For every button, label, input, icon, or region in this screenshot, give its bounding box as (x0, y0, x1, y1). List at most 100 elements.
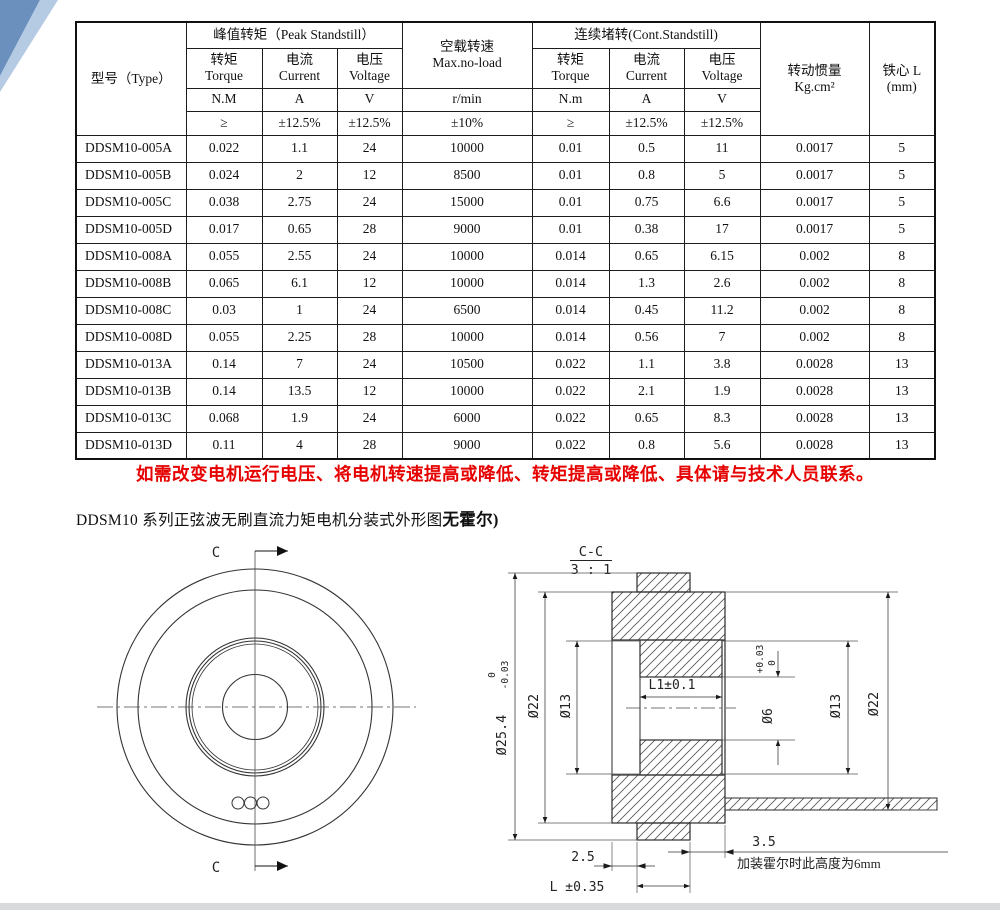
header-cont-current: 电流 Current (608, 47, 685, 89)
dim-label-L: L ±0.35 (550, 880, 605, 895)
value-cell: 0.75 (608, 188, 685, 217)
value-cell: 5.6 (683, 431, 761, 460)
dim-label-25: 2.5 (571, 850, 594, 865)
table-row: DDSM10-008A 0.055 2.55 24 10000 0.014 0.65 6.15… (75, 242, 936, 271)
technical-drawing: C C C-C 3 : 1 (97, 544, 948, 895)
header-inertia: 转动惯量 Kg.cm² (759, 21, 870, 136)
value-cell: 1.9 (261, 404, 338, 433)
value-cell: 10000 (401, 269, 533, 298)
value-cell: 28 (336, 323, 403, 352)
value-cell: 0.022 (531, 377, 610, 406)
tolerance-cell: ±12.5% (683, 110, 761, 136)
value-cell: 15000 (401, 188, 533, 217)
cut-letter-top: C (212, 545, 220, 561)
model-cell: DDSM10-008C (75, 296, 187, 325)
value-cell: 0.0017 (759, 188, 870, 217)
cut-letter-bottom: C (212, 860, 220, 876)
value-cell: 1.3 (608, 269, 685, 298)
value-cell: 0.038 (185, 188, 263, 217)
header-peak-voltage: 电压 Voltage (336, 47, 403, 89)
value-cell: 10000 (401, 377, 533, 406)
value-cell: 8 (868, 323, 936, 352)
value-cell: 0.055 (185, 323, 263, 352)
drawing-title-bold: 无霍尔) (442, 510, 499, 529)
table-row: DDSM10-013C 0.068 1.9 24 6000 0.022 0.65 8.3 0.0… (75, 404, 936, 433)
value-cell: 24 (336, 404, 403, 433)
value-cell: 24 (336, 242, 403, 271)
value-cell: 0.002 (759, 323, 870, 352)
model-cell: DDSM10-008D (75, 323, 187, 352)
model-cell: DDSM10-005D (75, 215, 187, 244)
unit-cell: N.M (185, 87, 263, 112)
value-cell: 6.6 (683, 188, 761, 217)
value-cell: 13 (868, 404, 936, 433)
top-boss (636, 572, 691, 593)
value-cell: 12 (336, 377, 403, 406)
lead-hole-1 (231, 796, 245, 810)
value-cell: 0.5 (608, 134, 685, 163)
table-row: DDSM10-005A 0.022 1.1 24 10000 0.01 0.5 11 0.001… (75, 134, 936, 163)
value-cell: 0.014 (531, 296, 610, 325)
value-cell: 0.8 (608, 431, 685, 460)
model-cell: DDSM10-013C (75, 404, 187, 433)
section-scale-label: 3 : 1 (571, 562, 612, 578)
value-cell: 0.017 (185, 215, 263, 244)
value-cell: 0.65 (608, 404, 685, 433)
value-cell: 0.055 (185, 242, 263, 271)
table-row: DDSM10-008B 0.065 6.1 12 10000 0.014 1.3 2.6 0.0… (75, 269, 936, 298)
value-cell: 0.01 (531, 215, 610, 244)
value-cell: 10500 (401, 350, 533, 379)
hall-height-note: 加装霍尔时此高度为6mm (737, 856, 881, 871)
header-peak-current: 电流 Current (261, 47, 338, 89)
unit-cell: N.m (531, 87, 610, 112)
model-cell: DDSM10-005A (75, 134, 187, 163)
value-cell: 5 (868, 161, 936, 190)
value-cell: 5 (868, 188, 936, 217)
header-cont-voltage: 电压 Voltage (683, 47, 761, 89)
value-cell: 0.068 (185, 404, 263, 433)
value-cell: 1.1 (608, 350, 685, 379)
dia6-tol-lower: 0 (767, 660, 778, 666)
table-row: DDSM10-005B 0.024 2 12 8500 0.01 0.8 5 0.0017 5 (75, 161, 936, 190)
dim-label-dia22-right: Ø22 (866, 692, 882, 716)
tolerance-cell: ±12.5% (261, 110, 338, 136)
front-view (97, 546, 416, 871)
value-cell: 0.022 (531, 350, 610, 379)
value-cell: 2.55 (261, 242, 338, 271)
header-core: 铁心 L (mm) (868, 21, 936, 136)
model-cell: DDSM10-013D (75, 431, 187, 460)
value-cell: 8 (868, 242, 936, 271)
dim-label-dia6: Ø6 +0.03 0 (755, 645, 778, 724)
value-cell: 10000 (401, 134, 533, 163)
value-cell: 5 (868, 134, 936, 163)
voltage-warning-text: 如需改变电机运行电压、将电机转速提高或降低、转矩提高或降低、具体请与技术人员联系… (136, 464, 874, 484)
bore-opening (611, 639, 641, 776)
unit-cell: V (683, 87, 761, 112)
value-cell: 8.3 (683, 404, 761, 433)
table-row: DDSM10-013B 0.14 13.5 12 10000 0.022 2.1 1.9 0.0… (75, 377, 936, 406)
value-cell: 24 (336, 350, 403, 379)
value-cell: 17 (683, 215, 761, 244)
model-cell: DDSM10-008B (75, 269, 187, 298)
value-cell: 12 (336, 161, 403, 190)
value-cell: 0.65 (261, 215, 338, 244)
value-cell: 0.002 (759, 242, 870, 271)
value-cell: 1.9 (683, 377, 761, 406)
value-cell: 2.75 (261, 188, 338, 217)
dim-label-dia254: Ø25.4 0 -0.03 (487, 661, 511, 756)
value-cell: 10000 (401, 323, 533, 352)
value-cell: 6500 (401, 296, 533, 325)
value-cell: 0.14 (185, 377, 263, 406)
table-row: DDSM10-005D 0.017 0.65 28 9000 0.01 0.38 17 0.00… (75, 215, 936, 244)
drawing-title-regular: DDSM10 系列正弦波无刷直流力矩电机分装式外形图 (76, 512, 443, 529)
value-cell: 8 (868, 296, 936, 325)
value-cell: 28 (336, 431, 403, 460)
page-bottom-edge (0, 903, 1000, 910)
value-cell: 6000 (401, 404, 533, 433)
value-cell: 8 (868, 269, 936, 298)
table-row: DDSM10-005C 0.038 2.75 24 15000 0.01 0.75 6.6 0.… (75, 188, 936, 217)
value-cell: 13 (868, 350, 936, 379)
dim-label-dia22-left: Ø22 (526, 694, 542, 718)
value-cell: 9000 (401, 431, 533, 460)
value-cell: 0.022 (531, 404, 610, 433)
